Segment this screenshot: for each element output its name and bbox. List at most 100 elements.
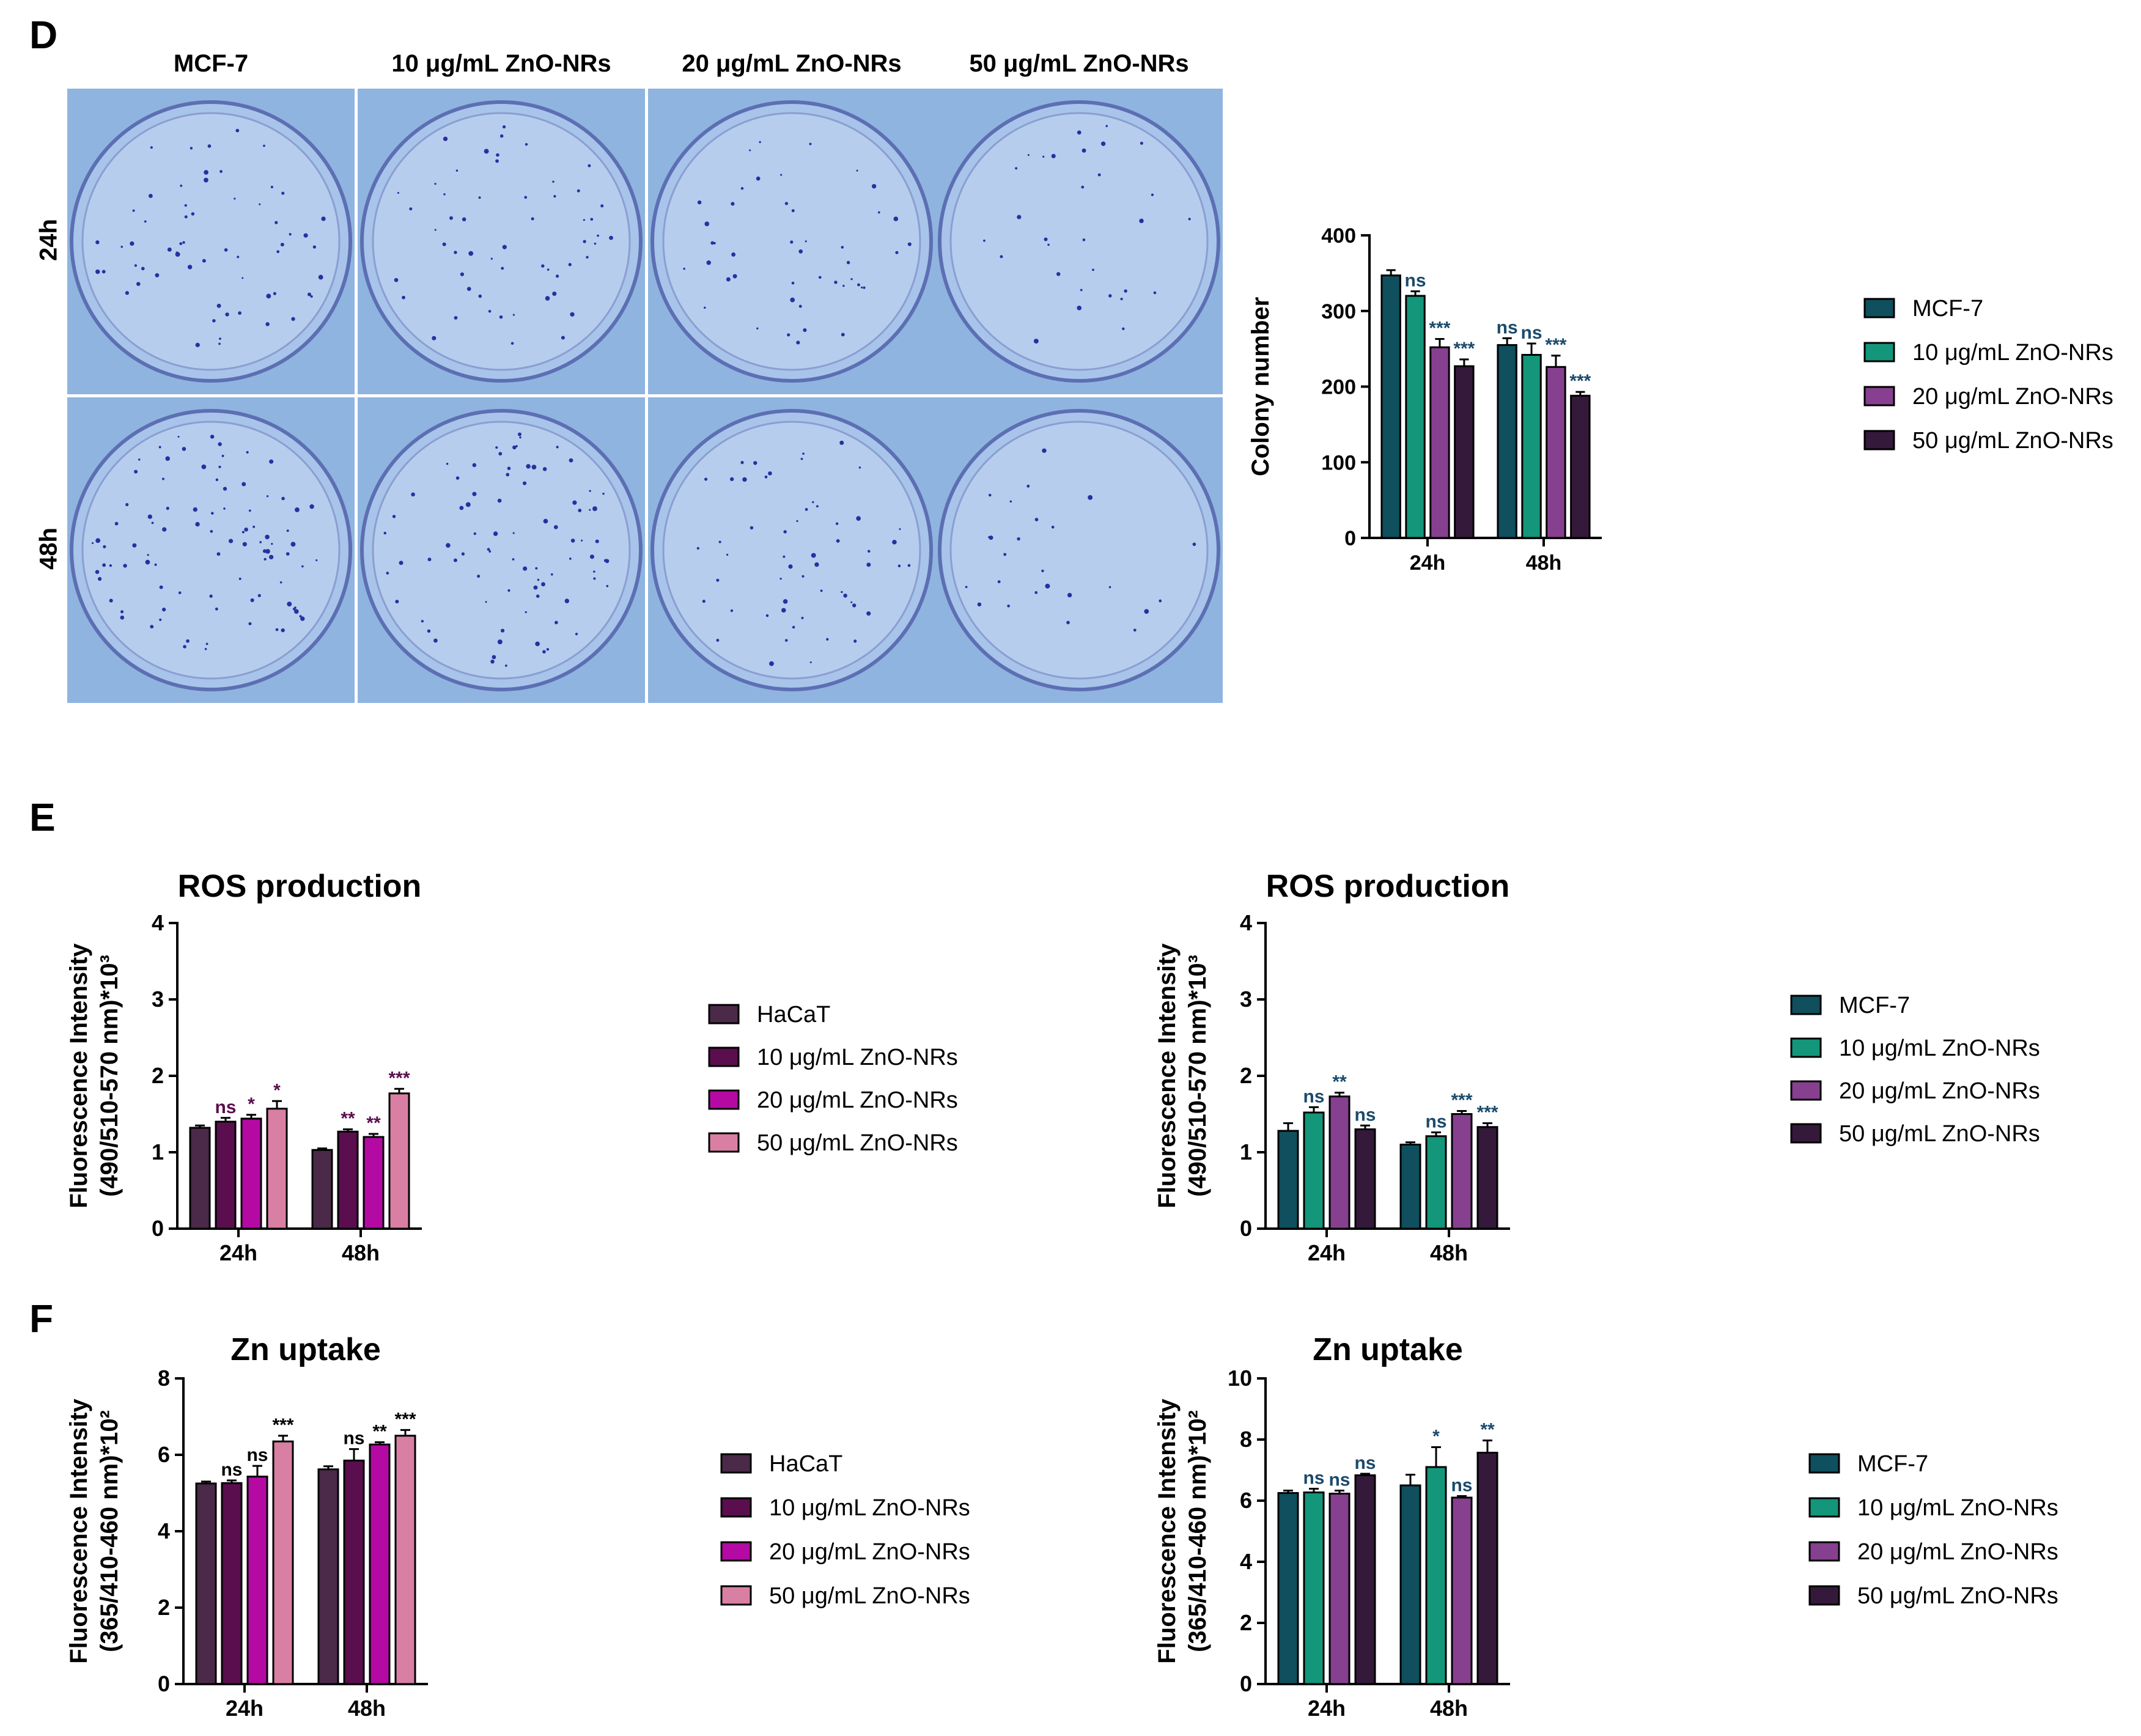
colony-dot bbox=[594, 242, 597, 245]
legend-swatch bbox=[708, 1046, 740, 1067]
colony-dot bbox=[286, 529, 289, 532]
colony-dot bbox=[784, 202, 789, 205]
colony-dot bbox=[459, 506, 464, 510]
colony-dot bbox=[175, 252, 180, 257]
colony-dot bbox=[556, 274, 559, 278]
colony-dot bbox=[252, 525, 256, 528]
colony-dot bbox=[186, 639, 190, 643]
colony-dot bbox=[150, 625, 154, 629]
colony-dot bbox=[841, 246, 844, 249]
y-tick-label: 8 bbox=[158, 1366, 170, 1391]
colony-dot bbox=[495, 446, 498, 449]
colony-dot bbox=[858, 466, 861, 469]
colony-dot bbox=[750, 526, 754, 530]
petri-dish bbox=[650, 409, 933, 691]
colony-dot bbox=[446, 543, 451, 548]
colony-dot bbox=[209, 594, 213, 598]
significance-label: *** bbox=[1476, 1103, 1498, 1123]
bar bbox=[388, 1092, 410, 1230]
colony-dot bbox=[740, 461, 744, 465]
colony-dot bbox=[740, 186, 744, 190]
colony-dot bbox=[497, 498, 502, 503]
y-tick-label: 0 bbox=[158, 1671, 170, 1696]
legend-swatch bbox=[1863, 386, 1895, 406]
colony-dot bbox=[835, 522, 839, 525]
colony-dot bbox=[731, 202, 735, 206]
x-tick-label: 24h bbox=[1308, 1696, 1346, 1721]
significance-label: * bbox=[1432, 1427, 1440, 1447]
colony-dot bbox=[569, 557, 572, 560]
colony-dot bbox=[257, 594, 261, 597]
colony-dot bbox=[308, 292, 311, 296]
colony-dot bbox=[853, 639, 857, 643]
colony-dot bbox=[145, 559, 150, 565]
y-axis-label: Fluorescence Intensity bbox=[65, 943, 92, 1208]
colony-dot bbox=[265, 549, 270, 554]
colony-dot bbox=[465, 502, 471, 507]
petri-dish bbox=[650, 100, 933, 383]
colony-dot bbox=[570, 539, 575, 543]
bar bbox=[394, 1435, 416, 1685]
bar bbox=[1476, 1452, 1498, 1685]
y-tick-label: 100 bbox=[1321, 451, 1356, 474]
colony-dot bbox=[212, 318, 216, 323]
colony-dot bbox=[547, 268, 550, 271]
column-header-mcf7: MCF-7 bbox=[173, 50, 249, 77]
colony-dot bbox=[588, 164, 591, 167]
dish-interior bbox=[372, 112, 631, 371]
bar bbox=[369, 1443, 391, 1685]
colony-dot bbox=[780, 174, 783, 176]
colony-dot bbox=[726, 277, 731, 282]
colony-dot bbox=[568, 263, 572, 267]
colony-dot bbox=[180, 184, 183, 187]
legend-label: 50 μg/mL ZnO-NRs bbox=[1839, 1121, 2040, 1147]
bar bbox=[343, 1459, 365, 1685]
colony-dot bbox=[1082, 238, 1086, 241]
colony-dot bbox=[195, 521, 200, 527]
significance-label: ** bbox=[341, 1109, 355, 1129]
colony-dot bbox=[756, 176, 761, 181]
colony-plate-image bbox=[67, 397, 355, 703]
colony-dot bbox=[592, 506, 597, 512]
y-tick-label: 2 bbox=[152, 1063, 164, 1088]
colony-dot bbox=[221, 454, 224, 457]
colony-dot bbox=[109, 598, 113, 603]
colony-dot bbox=[223, 487, 227, 491]
colony-dot bbox=[1140, 141, 1143, 145]
colony-dot bbox=[477, 575, 481, 578]
colony-dot bbox=[555, 620, 558, 625]
colony-dot bbox=[1081, 185, 1085, 189]
colony-dot bbox=[605, 559, 610, 564]
colony-dot bbox=[1015, 167, 1018, 170]
colony-dot bbox=[1159, 599, 1162, 603]
colony-dot bbox=[1151, 193, 1154, 196]
colony-dot bbox=[977, 602, 982, 607]
colony-dot bbox=[1027, 154, 1030, 156]
legend-label: 50 μg/mL ZnO-NRs bbox=[1912, 428, 2113, 454]
colony-dot bbox=[1045, 583, 1050, 589]
colony-dot bbox=[248, 509, 251, 512]
legend-label: HaCaT bbox=[757, 1002, 830, 1028]
colony-dot bbox=[242, 542, 247, 546]
significance-label: * bbox=[273, 1080, 281, 1100]
colony-dot bbox=[841, 590, 843, 594]
significance-label: *** bbox=[1429, 318, 1450, 339]
colony-dot bbox=[204, 170, 208, 175]
colony-dot bbox=[195, 342, 200, 347]
colony-dot bbox=[683, 267, 685, 270]
colony-dot bbox=[238, 311, 241, 315]
y-tick-label: 4 bbox=[1240, 1549, 1252, 1574]
colony-dot bbox=[263, 557, 267, 561]
legend-swatch bbox=[1808, 1585, 1840, 1606]
y-tick-label: 3 bbox=[1240, 987, 1252, 1012]
colony-dot bbox=[218, 465, 221, 468]
colony-plate-image bbox=[648, 89, 935, 394]
colony-dot bbox=[515, 445, 518, 447]
colony-dot bbox=[399, 561, 404, 565]
y-axis-label: (490/510-570 nm)*10³ bbox=[1184, 955, 1211, 1197]
colony-dot bbox=[312, 245, 316, 249]
ros-hacat-chart: ROS production Fluorescence Intensity (490… bbox=[65, 869, 958, 1265]
bar bbox=[1354, 1474, 1376, 1685]
colony-dot bbox=[136, 282, 141, 286]
petri-dish bbox=[938, 100, 1220, 383]
